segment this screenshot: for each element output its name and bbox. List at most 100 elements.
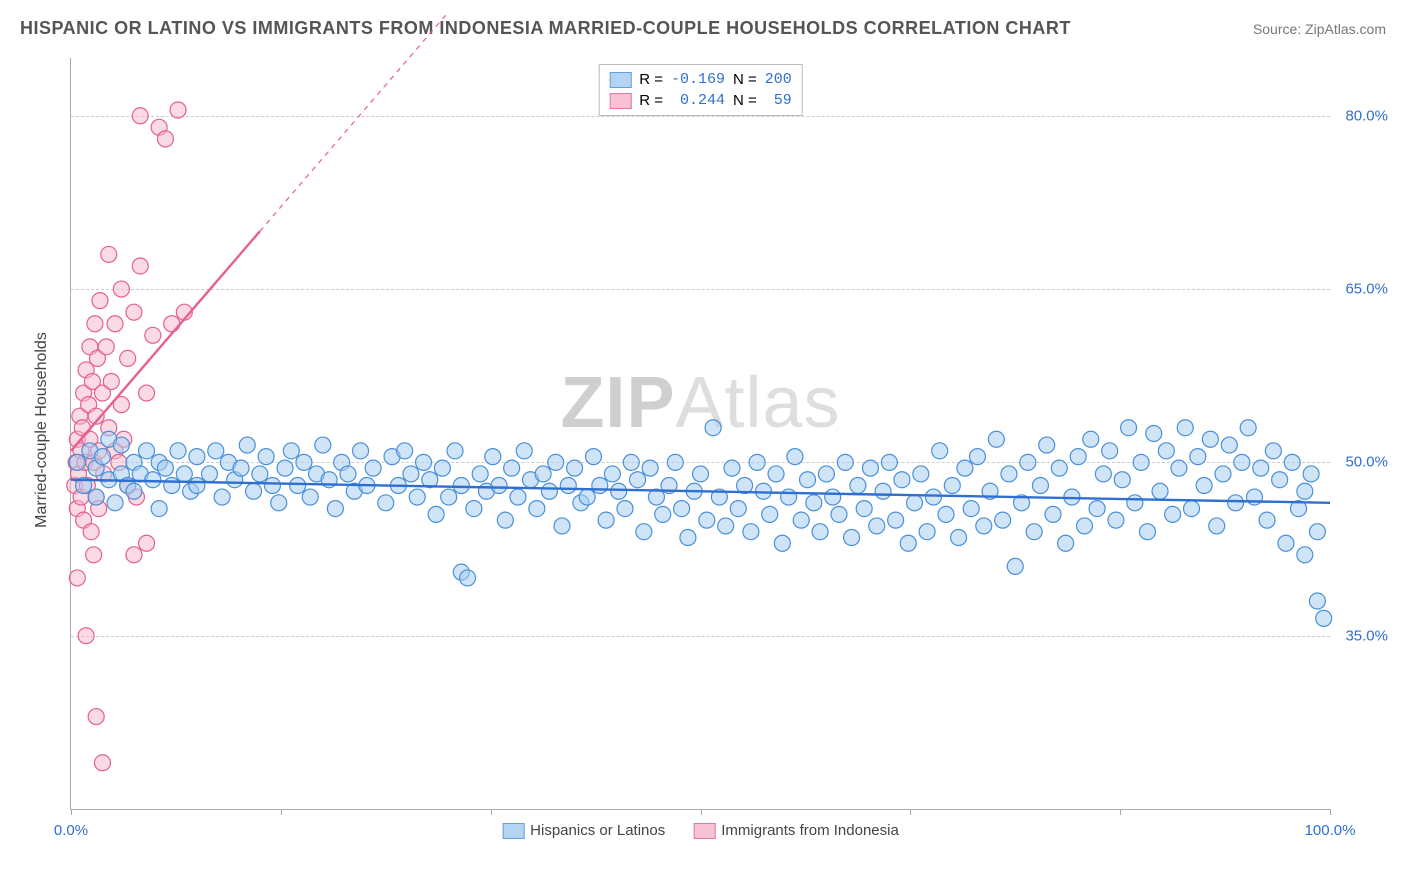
scatter-point-blue [812, 524, 828, 540]
scatter-point-blue [151, 501, 167, 517]
scatter-point-pink [69, 570, 85, 586]
x-tick [910, 809, 911, 815]
scatter-point-blue [1177, 420, 1193, 436]
scatter-point-blue [1165, 506, 1181, 522]
scatter-point-blue [1234, 454, 1250, 470]
scatter-point-blue [768, 466, 784, 482]
scatter-point-pink [83, 524, 99, 540]
scatter-point-pink [157, 131, 173, 147]
scatter-point-blue [258, 449, 274, 465]
y-tick-label: 65.0% [1336, 281, 1388, 298]
scatter-point-pink [92, 293, 108, 309]
legend-bottom: Hispanics or Latinos Immigrants from Ind… [502, 822, 899, 839]
scatter-point-pink [107, 316, 123, 332]
scatter-point-blue [315, 437, 331, 453]
scatter-point-blue [749, 454, 765, 470]
scatter-point-blue [1228, 495, 1244, 511]
scatter-point-blue [856, 501, 872, 517]
plot-inner: ZIPAtlas R = -0.169 N = 200 R = 0.244 N … [70, 58, 1330, 810]
legend-r-blue: -0.169 [671, 71, 725, 88]
scatter-point-blue [1284, 454, 1300, 470]
x-tick [701, 809, 702, 815]
scatter-point-blue [296, 454, 312, 470]
scatter-point-blue [69, 454, 85, 470]
scatter-point-blue [617, 501, 633, 517]
scatter-point-blue [233, 460, 249, 476]
x-tick [1120, 809, 1121, 815]
scatter-point-blue [164, 477, 180, 493]
scatter-point-blue [1240, 420, 1256, 436]
scatter-point-blue [888, 512, 904, 528]
scatter-point-pink [101, 246, 117, 262]
scatter-point-blue [554, 518, 570, 534]
y-tick-label: 80.0% [1336, 107, 1388, 124]
scatter-point-blue [283, 443, 299, 459]
scatter-point-blue [252, 466, 268, 482]
y-axis-label: Married-couple Households [33, 332, 51, 528]
legend-stats-row-blue: R = -0.169 N = 200 [609, 69, 792, 90]
scatter-point-blue [800, 472, 816, 488]
scatter-point-blue [907, 495, 923, 511]
scatter-point-blue [170, 443, 186, 459]
scatter-point-blue [378, 495, 394, 511]
scatter-point-blue [1278, 535, 1294, 551]
scatter-point-blue [214, 489, 230, 505]
scatter-point-blue [516, 443, 532, 459]
legend-n-pink: 59 [765, 92, 792, 109]
scatter-point-blue [875, 483, 891, 499]
scatter-point-blue [277, 460, 293, 476]
scatter-point-pink [78, 628, 94, 644]
scatter-point-blue [636, 524, 652, 540]
scatter-point-blue [969, 449, 985, 465]
scatter-point-blue [642, 460, 658, 476]
scatter-point-blue [460, 570, 476, 586]
scatter-point-blue [453, 477, 469, 493]
scatter-point-blue [1133, 454, 1149, 470]
scatter-point-blue [585, 449, 601, 465]
scatter-point-blue [491, 477, 507, 493]
scatter-point-blue [724, 460, 740, 476]
scatter-point-blue [579, 489, 595, 505]
scatter-point-pink [120, 350, 136, 366]
scatter-point-blue [139, 443, 155, 459]
x-tick [71, 809, 72, 815]
trendline-pink-dashed [260, 12, 449, 232]
legend-r-label: R = [639, 71, 663, 88]
scatter-point-blue [1070, 449, 1086, 465]
scatter-point-pink [170, 102, 186, 118]
scatter-point-blue [667, 454, 683, 470]
scatter-point-blue [957, 460, 973, 476]
scatter-point-blue [1095, 466, 1111, 482]
legend-n-blue: 200 [765, 71, 792, 88]
scatter-point-blue [567, 460, 583, 476]
scatter-point-blue [995, 512, 1011, 528]
legend-label-pink: Immigrants from Indonesia [721, 822, 899, 839]
scatter-point-blue [1032, 477, 1048, 493]
scatter-point-pink [139, 535, 155, 551]
scatter-point-blue [1083, 431, 1099, 447]
scatter-point-blue [1184, 501, 1200, 517]
scatter-point-blue [1051, 460, 1067, 476]
scatter-point-blue [818, 466, 834, 482]
scatter-point-blue [1007, 558, 1023, 574]
scatter-point-blue [497, 512, 513, 528]
scatter-point-blue [825, 489, 841, 505]
scatter-point-blue [1309, 593, 1325, 609]
scatter-point-blue [1114, 472, 1130, 488]
plot-area: Married-couple Households ZIPAtlas R = -… [50, 50, 1350, 810]
legend-swatch-pink-bottom [693, 823, 715, 839]
y-tick-label: 35.0% [1336, 627, 1388, 644]
scatter-point-blue [793, 512, 809, 528]
scatter-point-blue [1265, 443, 1281, 459]
scatter-point-blue [1253, 460, 1269, 476]
scatter-point-blue [113, 437, 129, 453]
legend-stats-box: R = -0.169 N = 200 R = 0.244 N = 59 [598, 64, 803, 116]
scatter-point-blue [157, 460, 173, 476]
scatter-point-blue [510, 489, 526, 505]
scatter-point-blue [1221, 437, 1237, 453]
scatter-point-blue [409, 489, 425, 505]
scatter-point-blue [932, 443, 948, 459]
scatter-point-blue [107, 495, 123, 511]
scatter-point-blue [844, 529, 860, 545]
scatter-point-pink [94, 755, 110, 771]
